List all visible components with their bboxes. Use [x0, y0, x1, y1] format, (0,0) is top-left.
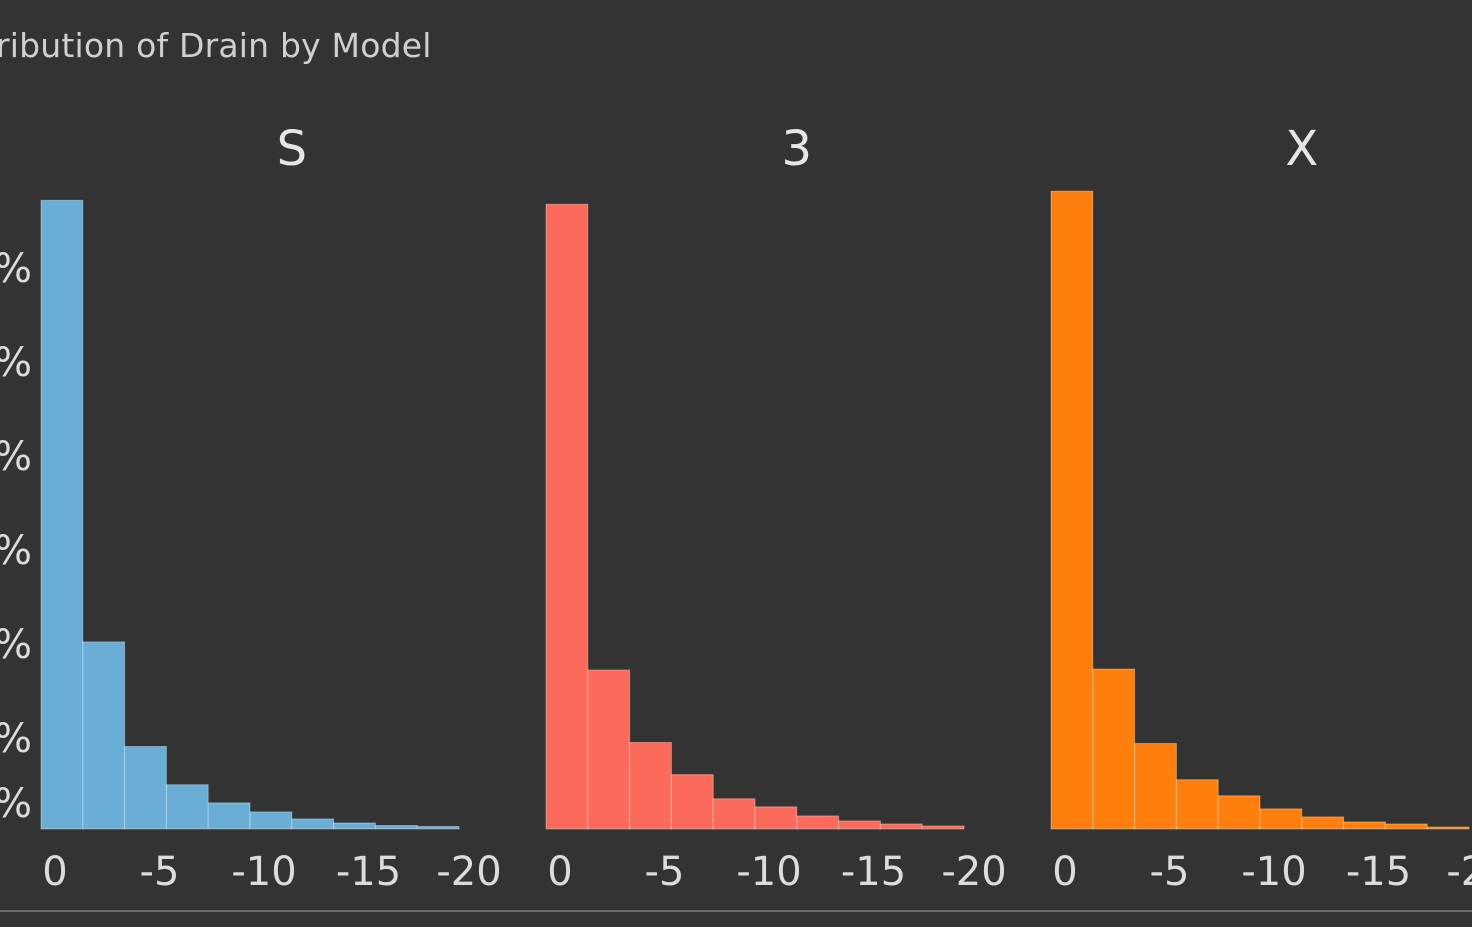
histogram-bar	[796, 815, 840, 830]
histogram-bar	[40, 199, 84, 830]
histogram-bar	[921, 825, 965, 830]
panel-title-3: 3	[782, 121, 813, 177]
histogram-bar	[416, 825, 460, 830]
panel-title-X: X	[1285, 121, 1318, 177]
x-tick-label: -15	[841, 849, 906, 895]
x-tick-label: -20	[1446, 849, 1472, 895]
histogram-bar	[1134, 742, 1177, 830]
x-tick-label: 0	[42, 849, 67, 895]
histogram-bar	[124, 746, 167, 830]
x-tick-label: -5	[1150, 849, 1190, 895]
histogram-bar	[207, 802, 251, 830]
histogram-bar	[291, 818, 335, 830]
histogram-bar	[545, 203, 589, 830]
y-tick-label: %	[0, 781, 32, 827]
x-tick-label: -20	[436, 849, 501, 895]
histogram-bar	[1343, 821, 1386, 830]
histogram-bar	[82, 641, 126, 830]
histogram-bar	[333, 822, 376, 830]
y-tick-label: %	[0, 622, 32, 668]
x-tick-label: -10	[231, 849, 296, 895]
histogram-bar	[374, 824, 418, 830]
x-tick-label: -20	[941, 849, 1006, 895]
histogram-bar	[1259, 808, 1303, 830]
y-tick-label: %	[0, 434, 32, 480]
histogram-bar	[838, 820, 881, 830]
histogram-bar	[1217, 795, 1261, 830]
histogram-bar	[712, 798, 756, 830]
histogram-bar	[1175, 779, 1219, 830]
histogram-bar	[670, 774, 714, 830]
histogram-bar	[1092, 668, 1136, 830]
histogram-bar	[1426, 826, 1470, 830]
histogram-bar	[249, 811, 293, 830]
x-tick-label: -10	[1241, 849, 1306, 895]
x-tick-label: 0	[547, 849, 572, 895]
chart-title: ribution of Drain by Model	[0, 26, 432, 65]
histogram-bar	[1050, 190, 1094, 830]
histogram-bar	[879, 823, 923, 830]
panel-title-S: S	[277, 121, 307, 177]
x-tick-label: 0	[1052, 849, 1077, 895]
histogram-bar	[587, 669, 631, 830]
histogram-bar	[165, 784, 209, 830]
histogram-bar	[629, 741, 672, 830]
y-tick-label: %	[0, 246, 32, 292]
y-tick-label: %	[0, 340, 32, 386]
bottom-divider	[0, 910, 1472, 912]
x-tick-label: -5	[140, 849, 180, 895]
histogram-bar	[1301, 816, 1345, 830]
x-tick-label: -10	[736, 849, 801, 895]
y-tick-label: %	[0, 716, 32, 762]
histogram-bar	[1384, 823, 1428, 830]
x-tick-label: -15	[336, 849, 401, 895]
y-tick-label: %	[0, 528, 32, 574]
x-tick-label: -15	[1346, 849, 1411, 895]
histogram-bar	[754, 806, 798, 830]
x-tick-label: -5	[645, 849, 685, 895]
